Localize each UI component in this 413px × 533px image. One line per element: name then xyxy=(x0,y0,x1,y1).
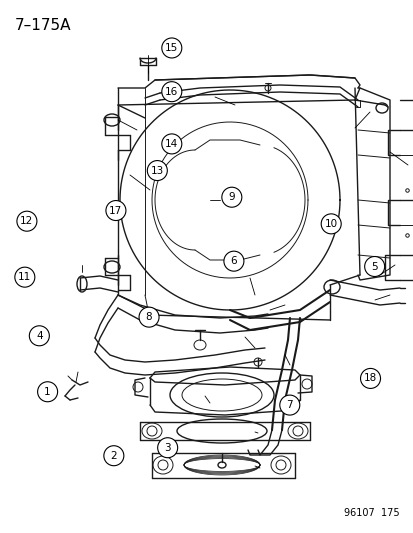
Text: 16: 16 xyxy=(165,87,178,96)
Circle shape xyxy=(15,267,35,287)
Circle shape xyxy=(223,251,243,271)
Circle shape xyxy=(29,326,49,346)
Circle shape xyxy=(279,395,299,415)
Text: 6: 6 xyxy=(230,256,237,266)
Text: 15: 15 xyxy=(165,43,178,53)
Text: 14: 14 xyxy=(165,139,178,149)
Text: 13: 13 xyxy=(150,166,164,175)
Circle shape xyxy=(161,38,181,58)
Circle shape xyxy=(139,307,159,327)
Text: 2: 2 xyxy=(110,451,117,461)
Text: 5: 5 xyxy=(370,262,377,271)
Circle shape xyxy=(320,214,340,234)
Text: 11: 11 xyxy=(18,272,31,282)
Text: 10: 10 xyxy=(324,219,337,229)
Text: 18: 18 xyxy=(363,374,376,383)
Circle shape xyxy=(161,82,181,102)
Circle shape xyxy=(221,187,241,207)
Text: 96107  175: 96107 175 xyxy=(344,508,399,518)
Circle shape xyxy=(364,256,384,277)
Text: 7: 7 xyxy=(286,400,292,410)
Text: 12: 12 xyxy=(20,216,33,226)
Circle shape xyxy=(147,160,167,181)
Text: 8: 8 xyxy=(145,312,152,322)
Text: 7–175A: 7–175A xyxy=(15,18,71,33)
Circle shape xyxy=(104,446,123,466)
Text: 1: 1 xyxy=(44,387,51,397)
Circle shape xyxy=(17,211,37,231)
Text: 3: 3 xyxy=(164,443,171,453)
Text: 17: 17 xyxy=(109,206,122,215)
Text: 4: 4 xyxy=(36,331,43,341)
Circle shape xyxy=(38,382,57,402)
Circle shape xyxy=(106,200,126,221)
Circle shape xyxy=(360,368,380,389)
Text: 9: 9 xyxy=(228,192,235,202)
Circle shape xyxy=(157,438,177,458)
Circle shape xyxy=(161,134,181,154)
